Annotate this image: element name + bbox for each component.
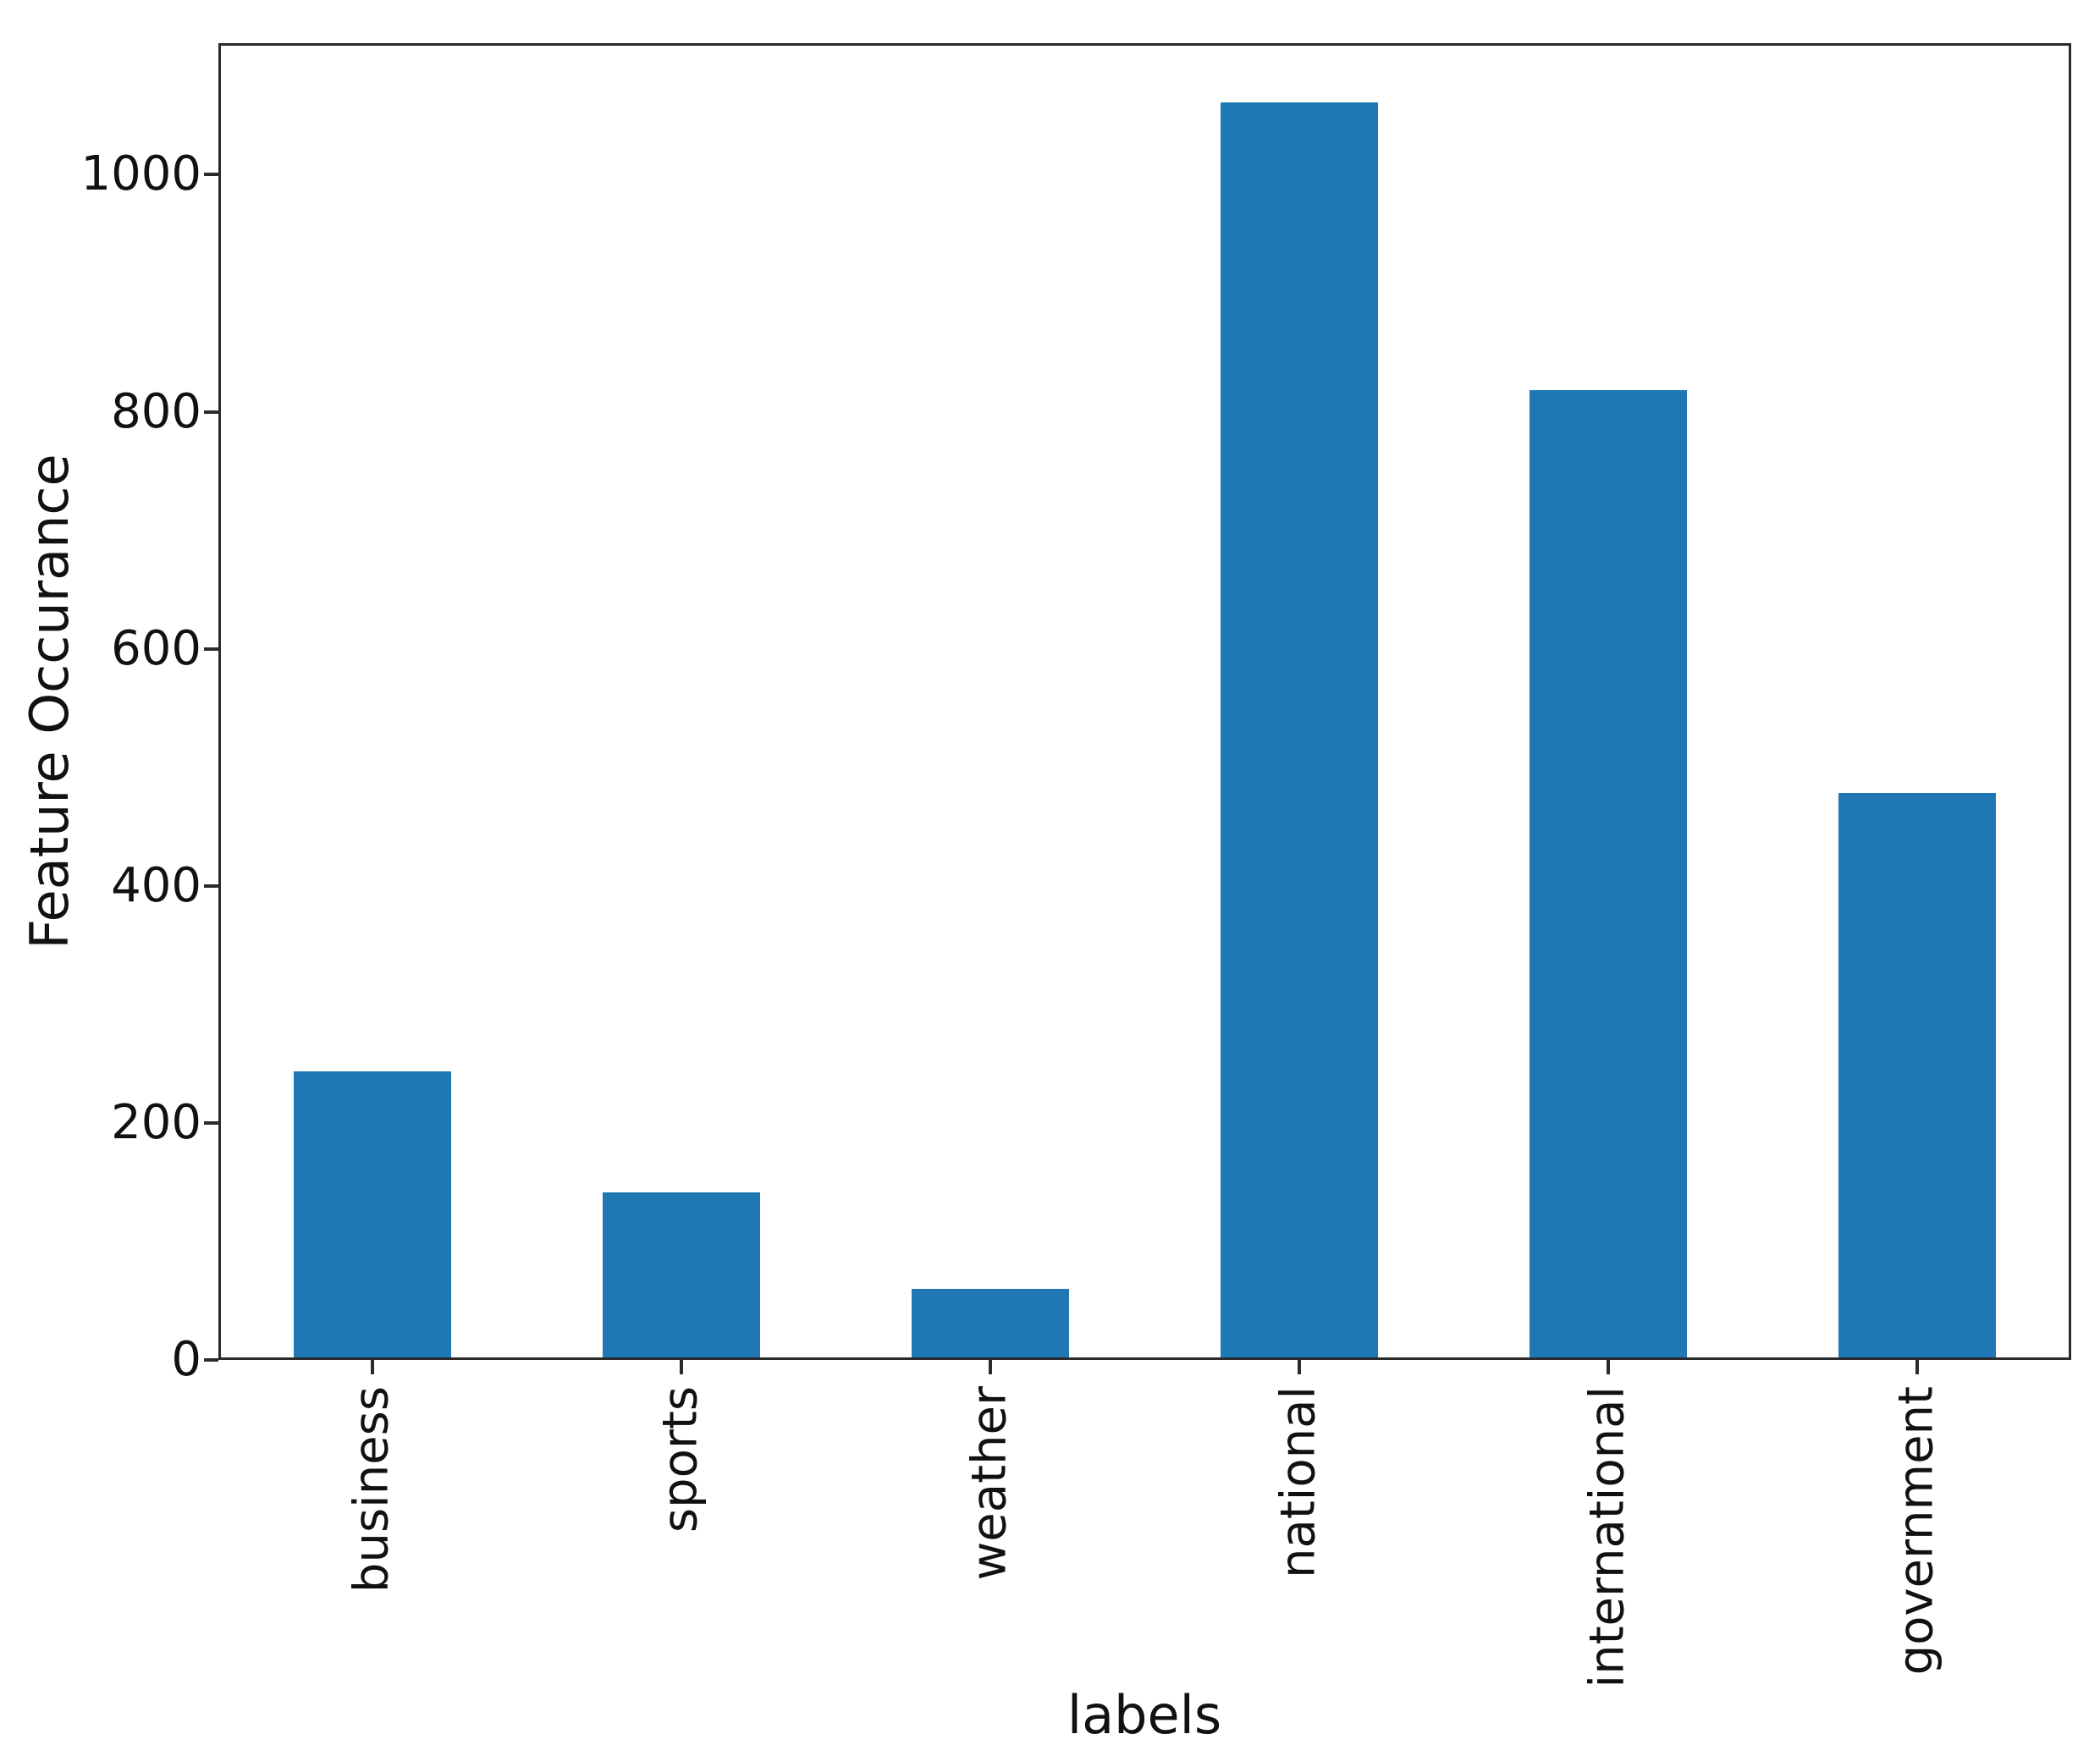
y-tick-label: 200 — [111, 1094, 201, 1150]
x-tick-mark — [680, 1360, 684, 1374]
y-tick-mark — [204, 1358, 218, 1362]
x-tick-label: national — [1270, 1386, 1326, 1578]
x-tick-label: government — [1888, 1386, 1944, 1676]
x-tick-label: sports — [653, 1386, 708, 1533]
bar-sports — [603, 1192, 761, 1357]
y-tick-label: 800 — [111, 383, 201, 439]
x-tick-label: weather — [962, 1386, 1017, 1581]
bar-national — [1220, 102, 1378, 1357]
y-axis-title: Feature Occurance — [19, 454, 80, 950]
bar-business — [294, 1071, 452, 1357]
x-tick-mark — [1297, 1360, 1301, 1374]
bar-international — [1529, 390, 1687, 1357]
x-tick-mark — [1915, 1360, 1919, 1374]
y-tick-label: 400 — [111, 857, 201, 913]
y-tick-mark — [204, 410, 218, 414]
y-tick-mark — [204, 884, 218, 888]
y-tick-label: 600 — [111, 620, 201, 676]
plot-area — [218, 43, 2071, 1360]
y-tick-mark — [204, 647, 218, 651]
x-tick-label: international — [1579, 1386, 1635, 1688]
x-axis-title: labels — [1067, 1684, 1222, 1746]
x-tick-label: business — [344, 1386, 400, 1594]
bar-weather — [912, 1289, 1070, 1357]
x-tick-mark — [371, 1360, 375, 1374]
y-tick-mark — [204, 173, 218, 177]
y-tick-mark — [204, 1120, 218, 1125]
bar-government — [1838, 793, 1996, 1357]
x-tick-mark — [989, 1360, 993, 1374]
x-tick-mark — [1606, 1360, 1610, 1374]
y-tick-label: 0 — [171, 1332, 201, 1387]
y-tick-label: 1000 — [80, 146, 201, 202]
